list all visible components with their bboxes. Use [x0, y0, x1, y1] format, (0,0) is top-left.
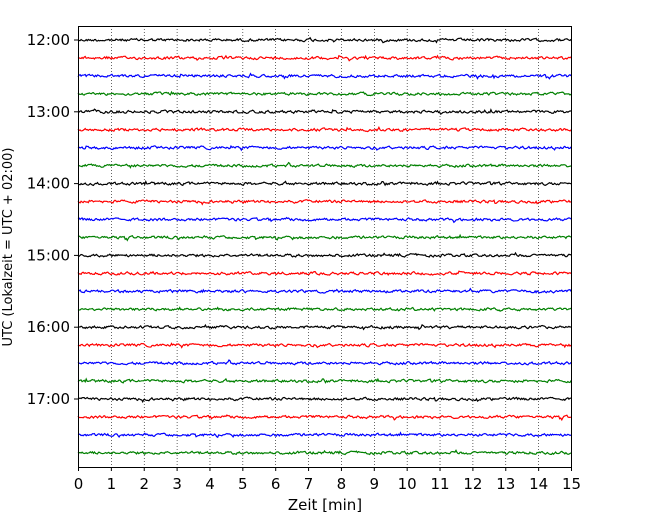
trace-1	[77, 54, 572, 62]
trace-6	[77, 144, 572, 152]
x-tick-label-8: 8	[337, 475, 347, 493]
x-tick-label-2: 2	[139, 475, 149, 493]
x-axis-title: Zeit [min]	[288, 496, 362, 514]
x-tick-label-14: 14	[529, 475, 548, 493]
trace-18	[77, 359, 572, 366]
x-axis-ticks: 0 1 2 3 4 5 6 7 8 9 10 11 12 13 14 15	[74, 467, 581, 493]
x-tick-label-7: 7	[304, 475, 314, 493]
y-axis-ticks: 12:00 13:00 14:00 15:00 16:00 17:00	[27, 31, 78, 408]
trace-5	[77, 126, 572, 133]
plot-frame	[78, 26, 572, 468]
x-tick-label-12: 12	[463, 475, 482, 493]
y-tick-label-5: 17:00	[27, 390, 70, 408]
trace-3	[77, 90, 572, 97]
trace-22	[77, 431, 572, 439]
y-tick-label-3: 15:00	[27, 246, 70, 264]
trace-group	[77, 36, 572, 456]
x-tick-label-13: 13	[496, 475, 515, 493]
x-tick-label-11: 11	[430, 475, 449, 493]
trace-20	[77, 396, 572, 404]
x-tick-label-3: 3	[172, 475, 182, 493]
trace-13	[77, 270, 572, 276]
x-tick-label-5: 5	[238, 475, 248, 493]
x-tick-label-15: 15	[562, 475, 581, 493]
trace-8	[77, 179, 572, 187]
trace-9	[77, 199, 572, 206]
x-tick-label-4: 4	[205, 475, 215, 493]
trace-15	[77, 306, 572, 312]
trace-10	[77, 216, 572, 224]
x-tick-label-1: 1	[107, 475, 117, 493]
y-tick-label-2: 14:00	[27, 175, 70, 193]
trace-17	[77, 342, 572, 349]
trace-0	[77, 36, 572, 44]
y-tick-label-1: 13:00	[27, 103, 70, 121]
trace-4	[77, 108, 572, 115]
trace-19	[77, 377, 572, 384]
x-tick-label-0: 0	[74, 475, 84, 493]
x-tick-label-6: 6	[271, 475, 281, 493]
trace-12	[77, 251, 572, 258]
trace-21	[77, 414, 572, 422]
trace-23	[77, 449, 572, 456]
y-tick-label-0: 12:00	[27, 31, 70, 49]
trace-14	[77, 287, 572, 294]
trace-16	[77, 323, 572, 331]
trace-11	[77, 233, 572, 242]
y-tick-label-4: 16:00	[27, 318, 70, 336]
trace-7	[77, 161, 572, 169]
trace-2	[77, 72, 572, 80]
y-axis-title: UTC (Lokalzeit = UTC + 02:00)	[1, 148, 16, 347]
x-tick-label-9: 9	[370, 475, 380, 493]
x-tick-label-10: 10	[398, 475, 417, 493]
